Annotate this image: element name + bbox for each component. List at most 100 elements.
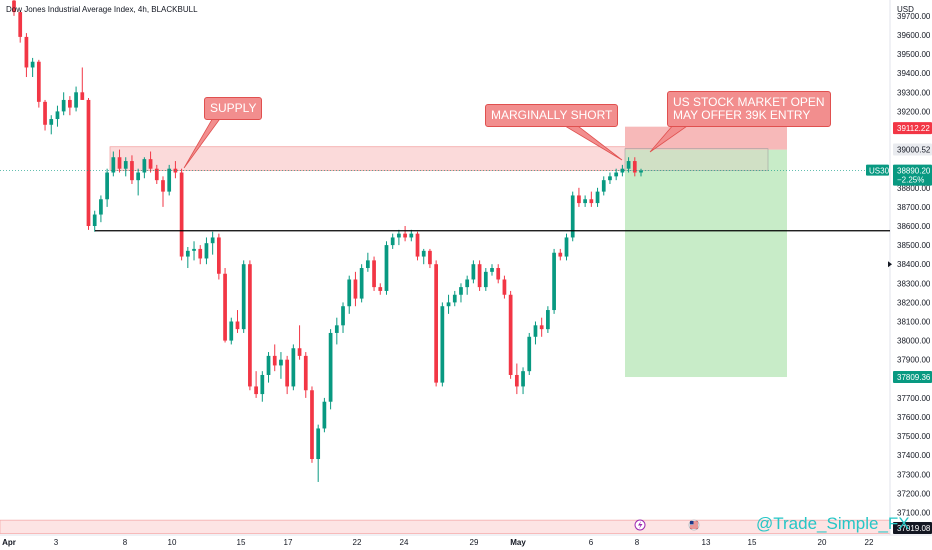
candle[interactable] xyxy=(409,229,414,242)
candle[interactable] xyxy=(608,172,612,184)
candle[interactable] xyxy=(328,329,333,410)
candle[interactable] xyxy=(378,283,383,295)
candle[interactable] xyxy=(235,310,240,333)
candle[interactable] xyxy=(508,290,513,379)
candle[interactable] xyxy=(595,187,600,207)
candle[interactable] xyxy=(334,317,339,345)
candle[interactable] xyxy=(111,151,116,177)
price-badge-low[interactable]: 37019.08 xyxy=(893,521,932,534)
us-flag-event-icon[interactable] xyxy=(688,519,700,531)
candle[interactable] xyxy=(539,317,544,337)
candle[interactable] xyxy=(266,352,271,383)
candle[interactable] xyxy=(359,264,364,303)
candle[interactable] xyxy=(223,268,227,343)
candle[interactable] xyxy=(601,176,606,196)
candle[interactable] xyxy=(49,115,54,135)
candle[interactable] xyxy=(558,248,563,261)
candle[interactable] xyxy=(297,325,302,360)
candle[interactable] xyxy=(30,57,35,78)
candle[interactable] xyxy=(123,157,128,177)
candle[interactable] xyxy=(92,210,97,232)
candle[interactable] xyxy=(192,241,196,261)
candle[interactable] xyxy=(502,275,507,299)
candle[interactable] xyxy=(130,155,134,184)
candle[interactable] xyxy=(285,355,290,395)
candle[interactable] xyxy=(626,157,631,173)
candle[interactable] xyxy=(570,191,575,242)
candle[interactable] xyxy=(496,264,501,284)
annotation-supply[interactable]: SUPPLY xyxy=(204,97,263,120)
candle[interactable] xyxy=(483,268,488,291)
target-zone[interactable] xyxy=(625,149,787,378)
candle[interactable] xyxy=(179,168,184,261)
candle[interactable] xyxy=(303,352,308,398)
candle[interactable] xyxy=(452,290,457,307)
candle[interactable] xyxy=(552,248,556,314)
candle[interactable] xyxy=(446,294,451,314)
candle[interactable] xyxy=(583,195,587,207)
stop-zone[interactable] xyxy=(625,126,787,150)
candle[interactable] xyxy=(421,248,426,265)
candle[interactable] xyxy=(74,86,78,112)
candle[interactable] xyxy=(185,247,190,269)
candle[interactable] xyxy=(372,256,376,291)
price-badge-last[interactable]: 38890.20−2.25% xyxy=(893,164,932,186)
candle[interactable] xyxy=(12,0,16,16)
candle[interactable] xyxy=(260,371,265,402)
symbol-badge[interactable]: US30 xyxy=(866,164,890,176)
candle[interactable] xyxy=(322,397,327,433)
candle[interactable] xyxy=(589,191,594,207)
candle[interactable] xyxy=(490,264,494,276)
candle[interactable] xyxy=(136,168,141,196)
candle[interactable] xyxy=(86,98,91,230)
price-badge-target[interactable]: 37809.36 xyxy=(893,371,932,384)
price-badge-stop[interactable]: 39112.22 xyxy=(893,122,932,135)
candle[interactable] xyxy=(24,33,29,78)
candle[interactable] xyxy=(546,306,550,333)
candle[interactable] xyxy=(254,371,258,398)
candle[interactable] xyxy=(204,237,209,265)
candle[interactable] xyxy=(384,241,389,295)
candle[interactable] xyxy=(521,367,525,395)
candle[interactable] xyxy=(310,386,314,463)
candle[interactable] xyxy=(99,195,103,223)
candle[interactable] xyxy=(415,231,420,261)
candle[interactable] xyxy=(564,233,569,261)
candle[interactable] xyxy=(173,161,178,179)
candle[interactable] xyxy=(80,67,85,100)
candle[interactable] xyxy=(55,105,60,127)
candle[interactable] xyxy=(43,99,47,131)
candle[interactable] xyxy=(397,229,401,246)
candle[interactable] xyxy=(434,260,439,387)
candle[interactable] xyxy=(533,321,538,345)
candle[interactable] xyxy=(365,252,370,272)
candle[interactable] xyxy=(161,176,165,207)
candle[interactable] xyxy=(18,10,23,43)
candle[interactable] xyxy=(61,92,66,116)
candle[interactable] xyxy=(229,317,234,345)
candle[interactable] xyxy=(210,231,215,255)
candle[interactable] xyxy=(36,59,41,108)
candle[interactable] xyxy=(390,233,395,249)
candle[interactable] xyxy=(272,344,277,372)
candle[interactable] xyxy=(279,352,283,379)
candle[interactable] xyxy=(632,157,637,177)
candle[interactable] xyxy=(142,157,147,179)
candle[interactable] xyxy=(117,149,122,173)
candle[interactable] xyxy=(248,260,252,391)
annotation-market-open[interactable]: US STOCK MARKET OPEN MAY OFFER 39K ENTRY xyxy=(667,91,831,127)
candle[interactable] xyxy=(241,260,246,333)
candle[interactable] xyxy=(148,151,153,173)
candle[interactable] xyxy=(577,187,581,207)
candle[interactable] xyxy=(639,168,643,177)
candle[interactable] xyxy=(68,96,72,116)
price-badge-entry[interactable]: 39000.52 xyxy=(893,143,932,156)
candle[interactable] xyxy=(353,271,358,307)
candle[interactable] xyxy=(198,245,203,265)
candle[interactable] xyxy=(614,168,619,181)
candle[interactable] xyxy=(403,226,407,242)
candle[interactable] xyxy=(154,164,159,184)
candle[interactable] xyxy=(341,302,345,333)
candle[interactable] xyxy=(105,168,109,207)
